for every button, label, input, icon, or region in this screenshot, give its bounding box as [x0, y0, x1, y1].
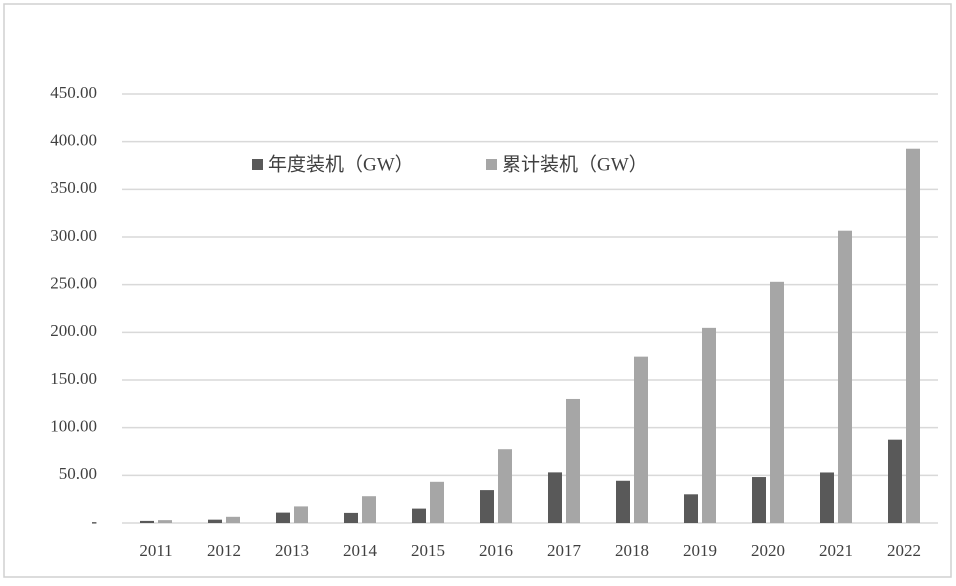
- y-tick-label: -: [91, 512, 97, 531]
- x-tick-label: 2017: [547, 541, 582, 560]
- x-tick-label: 2021: [819, 541, 853, 560]
- legend-label: 累计装机（GW）: [502, 153, 648, 175]
- legend-label: 年度装机（GW）: [268, 153, 414, 175]
- bar: [616, 480, 630, 523]
- bar: [294, 506, 308, 523]
- x-tick-label: 2018: [615, 541, 649, 560]
- x-tick-label: 2015: [411, 541, 445, 560]
- bar: [888, 439, 902, 523]
- y-tick-label: 200.00: [50, 321, 97, 340]
- bar: [480, 490, 494, 523]
- x-tick-label: 2019: [683, 541, 717, 560]
- legend-swatch: [252, 159, 263, 170]
- y-tick-label: 350.00: [50, 178, 97, 197]
- bar: [684, 494, 698, 523]
- y-tick-label: 50.00: [59, 464, 97, 483]
- bar: [498, 449, 512, 523]
- bar: [344, 512, 358, 523]
- x-tick-label: 2011: [139, 541, 172, 560]
- y-tick-label: 300.00: [50, 226, 97, 245]
- y-tick-label: 400.00: [50, 131, 97, 150]
- bar: [752, 477, 766, 523]
- legend-swatch: [486, 159, 497, 170]
- bar: [770, 281, 784, 523]
- bar: [634, 356, 648, 523]
- x-tick-label: 2020: [751, 541, 785, 560]
- bar: [412, 508, 426, 523]
- x-tick-label: 2013: [275, 541, 309, 560]
- bar: [276, 512, 290, 523]
- x-tick-label: 2016: [479, 541, 513, 560]
- bar: [838, 230, 852, 523]
- bar: [820, 472, 834, 523]
- bar: [430, 481, 444, 523]
- y-tick-label: 250.00: [50, 274, 97, 293]
- bar: [226, 516, 240, 523]
- bar: [158, 520, 172, 523]
- y-tick-label: 100.00: [50, 417, 97, 436]
- bar: [140, 520, 154, 523]
- chart-frame: [3, 3, 952, 578]
- x-tick-label: 2012: [207, 541, 241, 560]
- x-tick-label: 2014: [343, 541, 378, 560]
- bar: [548, 472, 562, 523]
- bar: [566, 398, 580, 523]
- y-tick-label: 450.00: [50, 83, 97, 102]
- y-tick-label: 150.00: [50, 369, 97, 388]
- bar: [906, 148, 920, 524]
- x-tick-label: 2022: [887, 541, 921, 560]
- bar: [208, 519, 222, 523]
- bar: [702, 327, 716, 523]
- bar: [362, 496, 376, 523]
